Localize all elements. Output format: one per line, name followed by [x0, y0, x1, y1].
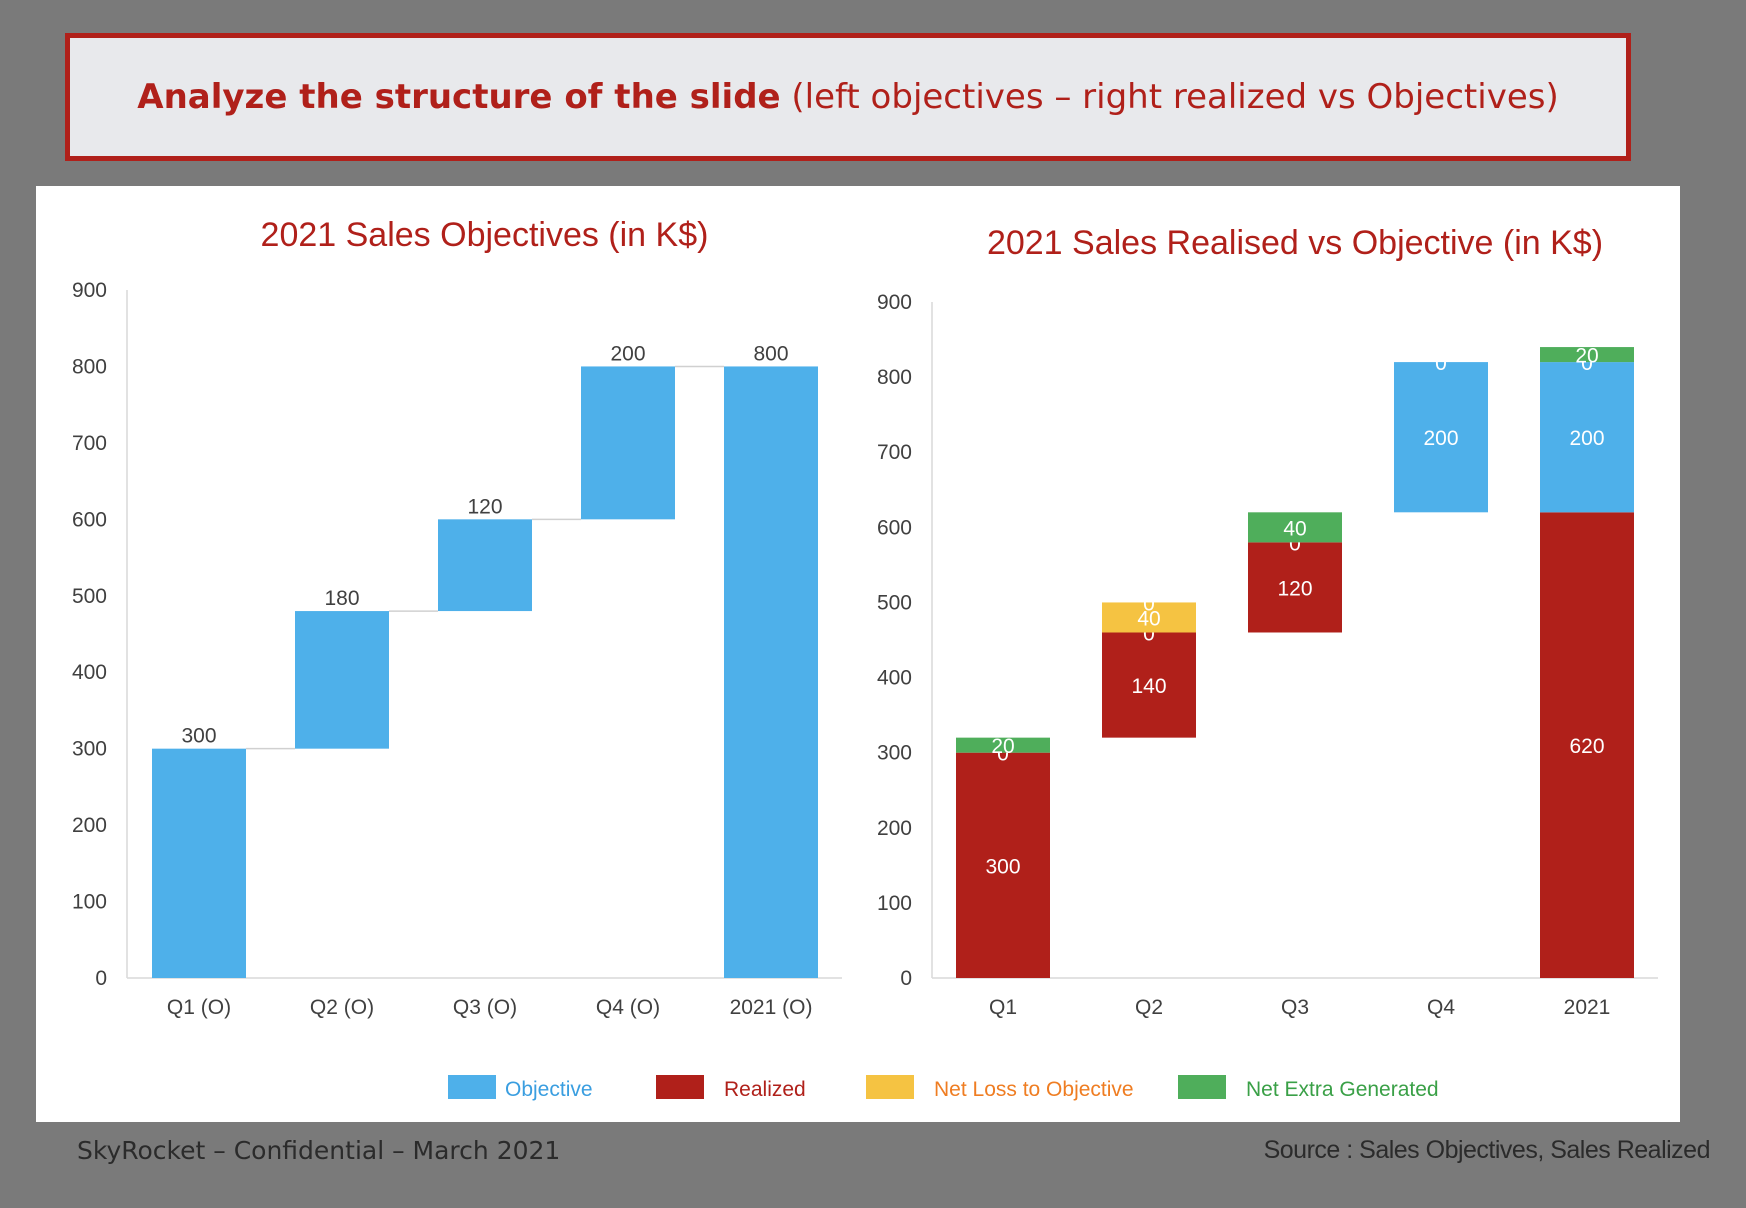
legend-label: Objective [505, 1078, 593, 1101]
right-chart-data-label: 0 [1435, 352, 1447, 375]
right-chart-data-label: 140 [1131, 675, 1166, 698]
left-chart-y-tick-label: 800 [72, 355, 107, 378]
left-chart-data-label: 200 [610, 342, 645, 365]
right-chart-y-tick-label: 800 [877, 366, 912, 389]
right-chart-x-tick-label: Q3 [1281, 996, 1309, 1019]
banner-normal-text: (left objectives – right realized vs Obj… [791, 77, 1559, 117]
right-chart-y-tick-label: 400 [877, 667, 912, 690]
left-chart-x-tick-label: Q3 (O) [453, 996, 517, 1019]
left-chart-data-label: 120 [467, 495, 502, 518]
right-chart-y-tick-label: 500 [877, 591, 912, 614]
legend-swatch [866, 1075, 914, 1099]
right-chart-x-tick-label: Q2 [1135, 996, 1163, 1019]
right-chart-data-label: 40 [1137, 607, 1160, 630]
right-chart-data-label: 200 [1569, 427, 1604, 450]
left-chart-title: 2021 Sales Objectives (in K$) [261, 216, 709, 254]
right-chart-segment [1102, 602, 1196, 633]
right-chart-y-tick-label: 700 [877, 441, 912, 464]
right-chart-segment [1248, 542, 1342, 633]
right-chart-data-label: 120 [1277, 577, 1312, 600]
left-chart-y-tick-label: 300 [72, 738, 107, 761]
slide-banner: Analyze the structure of the slide (left… [65, 33, 1631, 161]
left-chart-y-tick-label: 200 [72, 814, 107, 837]
right-chart-segment [1248, 512, 1342, 543]
right-chart-data-label: 300 [985, 855, 1020, 878]
right-chart-data-label: 20 [991, 735, 1014, 758]
right-chart-segment [1540, 512, 1634, 978]
left-chart-bar [152, 748, 246, 978]
right-chart-x-tick-label: 2021 [1564, 996, 1611, 1019]
footer-source: Source : Sales Objectives, Sales Realize… [1263, 1136, 1711, 1164]
right-chart-data-label: 0 [1143, 622, 1155, 645]
right-chart-y-tick-label: 900 [877, 291, 912, 314]
legend-label: Net Loss to Objective [934, 1078, 1134, 1101]
left-chart-x-tick-label: 2021 (O) [730, 996, 813, 1019]
banner-bold-text: Analyze the structure of the slide [137, 77, 781, 117]
footer-confidential: SkyRocket – Confidential – March 2021 [77, 1136, 561, 1165]
right-chart-data-label: 0 [1435, 502, 1447, 525]
left-chart-y-tick-label: 700 [72, 432, 107, 455]
right-chart-segment [956, 752, 1050, 978]
right-chart-data-label: 620 [1569, 735, 1604, 758]
left-chart-y-tick-label: 900 [72, 279, 107, 302]
legend-label: Net Extra Generated [1246, 1078, 1439, 1101]
left-chart-bar [724, 366, 818, 978]
right-chart-y-tick-label: 0 [900, 967, 912, 990]
right-chart-data-label: 0 [997, 743, 1009, 766]
right-chart-data-label: 40 [1283, 517, 1306, 540]
left-chart-data-label: 800 [753, 342, 788, 365]
right-chart-data-label: 200 [1423, 427, 1458, 450]
left-chart-y-tick-label: 100 [72, 891, 107, 914]
right-chart-x-tick-label: Q4 [1427, 996, 1455, 1019]
right-chart-segment [1102, 632, 1196, 738]
left-chart-y-tick-label: 500 [72, 585, 107, 608]
right-chart-data-label: 0 [1581, 352, 1593, 375]
left-chart-bar [295, 611, 389, 749]
left-chart-data-label: 180 [324, 587, 359, 610]
legend-swatch [448, 1075, 496, 1099]
legend-swatch [656, 1075, 704, 1099]
right-chart-y-tick-label: 300 [877, 742, 912, 765]
right-chart-y-tick-label: 100 [877, 892, 912, 915]
left-chart-data-label: 300 [181, 725, 216, 748]
right-chart-data-label: 0 [1289, 532, 1301, 555]
right-chart-y-tick-label: 200 [877, 817, 912, 840]
right-chart-data-label: 20 [1575, 345, 1598, 368]
right-chart-x-tick-label: Q1 [989, 996, 1017, 1019]
right-chart-data-label: 0 [1143, 592, 1155, 615]
legend-label: Realized [724, 1078, 806, 1101]
legend-swatch [1178, 1075, 1226, 1099]
left-chart-y-tick-label: 400 [72, 661, 107, 684]
right-chart-segment [1540, 347, 1634, 363]
left-chart-y-tick-label: 600 [72, 508, 107, 531]
left-chart-x-tick-label: Q2 (O) [310, 996, 374, 1019]
charts-panel: 0 100 200 300 400 500 600 700 800 900 Q1 (O) Q2 (O)… [36, 186, 1680, 1122]
left-chart-y-tick-label: 0 [95, 967, 107, 990]
left-chart-bar [581, 366, 675, 520]
left-chart-x-tick-label: Q4 (O) [596, 996, 660, 1019]
right-chart-segment [1540, 362, 1634, 513]
left-chart-x-tick-label: Q1 (O) [167, 996, 231, 1019]
right-chart-segment [1394, 362, 1488, 513]
right-chart-segment [956, 737, 1050, 753]
right-chart-title: 2021 Sales Realised vs Objective (in K$) [987, 224, 1603, 262]
right-chart-y-tick-label: 600 [877, 516, 912, 539]
left-chart-bar [438, 519, 532, 612]
